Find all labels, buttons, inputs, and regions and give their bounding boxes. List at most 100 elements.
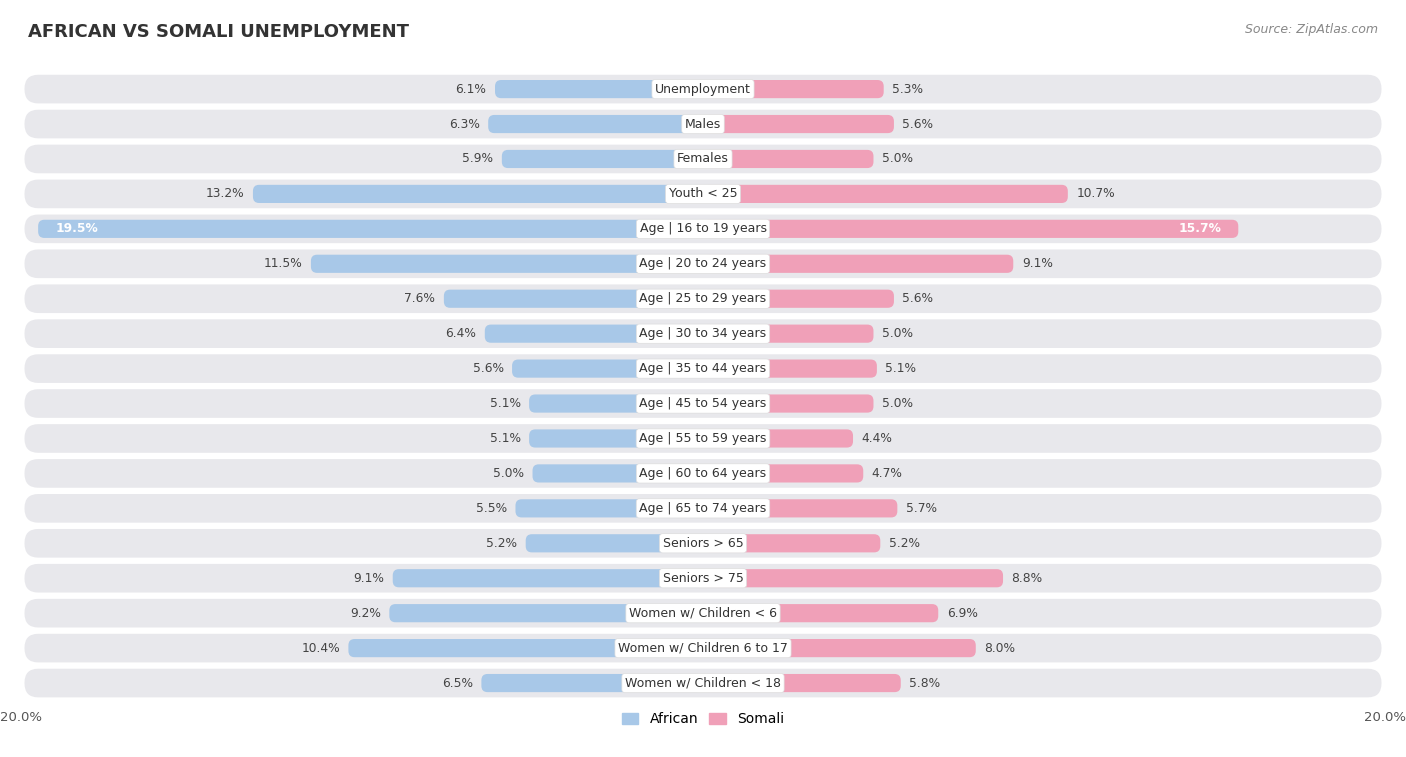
FancyBboxPatch shape <box>24 110 1382 139</box>
Text: Age | 55 to 59 years: Age | 55 to 59 years <box>640 432 766 445</box>
FancyBboxPatch shape <box>703 500 897 518</box>
FancyBboxPatch shape <box>444 290 703 308</box>
FancyBboxPatch shape <box>703 569 1002 587</box>
FancyBboxPatch shape <box>703 325 873 343</box>
Text: 5.8%: 5.8% <box>910 677 941 690</box>
Text: 5.5%: 5.5% <box>475 502 508 515</box>
Text: Females: Females <box>678 152 728 166</box>
Text: Age | 16 to 19 years: Age | 16 to 19 years <box>640 223 766 235</box>
FancyBboxPatch shape <box>703 290 894 308</box>
FancyBboxPatch shape <box>703 80 884 98</box>
FancyBboxPatch shape <box>392 569 703 587</box>
Text: 5.2%: 5.2% <box>889 537 920 550</box>
Text: 6.3%: 6.3% <box>449 117 479 130</box>
Legend: African, Somali: African, Somali <box>616 707 790 732</box>
Text: 5.7%: 5.7% <box>905 502 936 515</box>
FancyBboxPatch shape <box>24 564 1382 593</box>
FancyBboxPatch shape <box>389 604 703 622</box>
Text: 7.6%: 7.6% <box>405 292 436 305</box>
FancyBboxPatch shape <box>703 394 873 413</box>
FancyBboxPatch shape <box>38 220 703 238</box>
FancyBboxPatch shape <box>512 360 703 378</box>
FancyBboxPatch shape <box>516 500 703 518</box>
Text: 6.9%: 6.9% <box>946 606 977 620</box>
FancyBboxPatch shape <box>495 80 703 98</box>
Text: 5.1%: 5.1% <box>489 397 520 410</box>
FancyBboxPatch shape <box>24 459 1382 488</box>
Text: 5.9%: 5.9% <box>463 152 494 166</box>
FancyBboxPatch shape <box>526 534 703 553</box>
Text: 6.4%: 6.4% <box>446 327 477 340</box>
FancyBboxPatch shape <box>703 115 894 133</box>
FancyBboxPatch shape <box>24 75 1382 104</box>
Text: 5.0%: 5.0% <box>882 327 912 340</box>
Text: 9.1%: 9.1% <box>1022 257 1053 270</box>
FancyBboxPatch shape <box>485 325 703 343</box>
Text: 4.4%: 4.4% <box>862 432 893 445</box>
FancyBboxPatch shape <box>24 285 1382 313</box>
FancyBboxPatch shape <box>703 429 853 447</box>
Text: 9.1%: 9.1% <box>353 572 384 584</box>
Text: 5.1%: 5.1% <box>489 432 520 445</box>
Text: Seniors > 75: Seniors > 75 <box>662 572 744 584</box>
Text: 15.7%: 15.7% <box>1178 223 1222 235</box>
Text: 5.1%: 5.1% <box>886 362 917 375</box>
Text: 10.7%: 10.7% <box>1077 188 1115 201</box>
Text: 9.2%: 9.2% <box>350 606 381 620</box>
Text: 5.6%: 5.6% <box>903 292 934 305</box>
Text: Unemployment: Unemployment <box>655 83 751 95</box>
FancyBboxPatch shape <box>24 250 1382 278</box>
FancyBboxPatch shape <box>529 394 703 413</box>
FancyBboxPatch shape <box>24 145 1382 173</box>
Text: 5.0%: 5.0% <box>494 467 524 480</box>
FancyBboxPatch shape <box>703 254 1014 273</box>
Text: Age | 20 to 24 years: Age | 20 to 24 years <box>640 257 766 270</box>
FancyBboxPatch shape <box>24 424 1382 453</box>
FancyBboxPatch shape <box>703 150 873 168</box>
Text: 5.6%: 5.6% <box>903 117 934 130</box>
FancyBboxPatch shape <box>24 668 1382 697</box>
Text: Women w/ Children 6 to 17: Women w/ Children 6 to 17 <box>619 642 787 655</box>
Text: Age | 35 to 44 years: Age | 35 to 44 years <box>640 362 766 375</box>
Text: 13.2%: 13.2% <box>205 188 245 201</box>
FancyBboxPatch shape <box>24 319 1382 348</box>
FancyBboxPatch shape <box>502 150 703 168</box>
Text: 5.0%: 5.0% <box>882 152 912 166</box>
Text: Age | 30 to 34 years: Age | 30 to 34 years <box>640 327 766 340</box>
FancyBboxPatch shape <box>703 604 938 622</box>
FancyBboxPatch shape <box>24 354 1382 383</box>
Text: Women w/ Children < 6: Women w/ Children < 6 <box>628 606 778 620</box>
FancyBboxPatch shape <box>24 599 1382 628</box>
Text: 4.7%: 4.7% <box>872 467 903 480</box>
FancyBboxPatch shape <box>481 674 703 692</box>
Text: Males: Males <box>685 117 721 130</box>
FancyBboxPatch shape <box>24 529 1382 558</box>
Text: Seniors > 65: Seniors > 65 <box>662 537 744 550</box>
Text: Women w/ Children < 18: Women w/ Children < 18 <box>626 677 780 690</box>
Text: 10.4%: 10.4% <box>301 642 340 655</box>
FancyBboxPatch shape <box>703 220 1239 238</box>
FancyBboxPatch shape <box>311 254 703 273</box>
FancyBboxPatch shape <box>349 639 703 657</box>
Text: Age | 65 to 74 years: Age | 65 to 74 years <box>640 502 766 515</box>
Text: Age | 25 to 29 years: Age | 25 to 29 years <box>640 292 766 305</box>
FancyBboxPatch shape <box>253 185 703 203</box>
FancyBboxPatch shape <box>529 429 703 447</box>
FancyBboxPatch shape <box>703 534 880 553</box>
Text: Youth < 25: Youth < 25 <box>669 188 737 201</box>
FancyBboxPatch shape <box>533 464 703 482</box>
Text: 6.5%: 6.5% <box>441 677 472 690</box>
Text: 5.6%: 5.6% <box>472 362 503 375</box>
Text: 11.5%: 11.5% <box>264 257 302 270</box>
FancyBboxPatch shape <box>703 360 877 378</box>
Text: Age | 45 to 54 years: Age | 45 to 54 years <box>640 397 766 410</box>
FancyBboxPatch shape <box>24 179 1382 208</box>
FancyBboxPatch shape <box>24 494 1382 522</box>
FancyBboxPatch shape <box>703 639 976 657</box>
Text: 8.8%: 8.8% <box>1011 572 1043 584</box>
FancyBboxPatch shape <box>24 214 1382 243</box>
Text: 5.0%: 5.0% <box>882 397 912 410</box>
Text: 8.0%: 8.0% <box>984 642 1015 655</box>
Text: 19.5%: 19.5% <box>55 223 98 235</box>
Text: AFRICAN VS SOMALI UNEMPLOYMENT: AFRICAN VS SOMALI UNEMPLOYMENT <box>28 23 409 41</box>
